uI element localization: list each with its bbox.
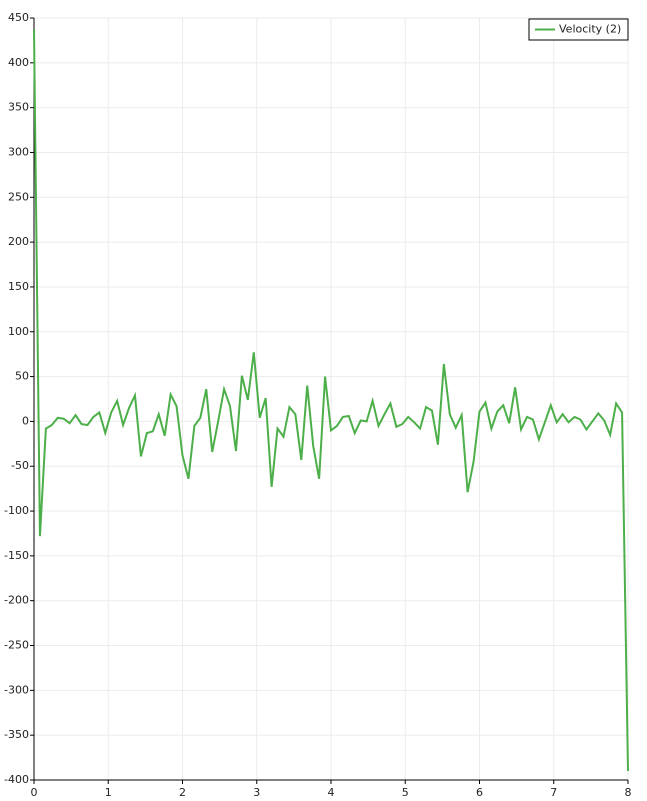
y-tick-label: -200 [4, 594, 29, 607]
x-tick-label: 7 [550, 786, 557, 799]
y-tick-label: 150 [8, 280, 29, 293]
y-tick-label: -350 [4, 728, 29, 741]
y-tick-label: -400 [4, 773, 29, 786]
y-tick-label: 450 [8, 11, 29, 24]
legend-label: Velocity (2) [559, 23, 621, 36]
y-tick-label: 250 [8, 190, 29, 203]
x-tick-label: 3 [253, 786, 260, 799]
legend-box [528, 18, 629, 41]
y-tick-label: 300 [8, 145, 29, 158]
x-tick-label: 6 [476, 786, 483, 799]
legend: Velocity (2) [528, 18, 629, 41]
y-tick-label: -150 [4, 549, 29, 562]
y-tick-label: -300 [4, 683, 29, 696]
y-tick-label: 0 [22, 414, 29, 427]
y-tick-label: 50 [15, 370, 29, 383]
y-tick-label: -100 [4, 504, 29, 517]
x-tick-label: 1 [105, 786, 112, 799]
x-tick-label: 4 [328, 786, 335, 799]
x-tick-label: 2 [179, 786, 186, 799]
y-tick-label: -250 [4, 639, 29, 652]
x-tick-label: 5 [402, 786, 409, 799]
y-tick-label: -50 [11, 459, 29, 472]
data-line [33, 29, 629, 772]
y-tick-label: 400 [8, 56, 29, 69]
x-tick-label: 0 [31, 786, 38, 799]
x-tick-label: 8 [625, 786, 632, 799]
y-tick-label: 200 [8, 235, 29, 248]
y-tick-label: 350 [8, 101, 29, 114]
y-tick-label: 100 [8, 325, 29, 338]
